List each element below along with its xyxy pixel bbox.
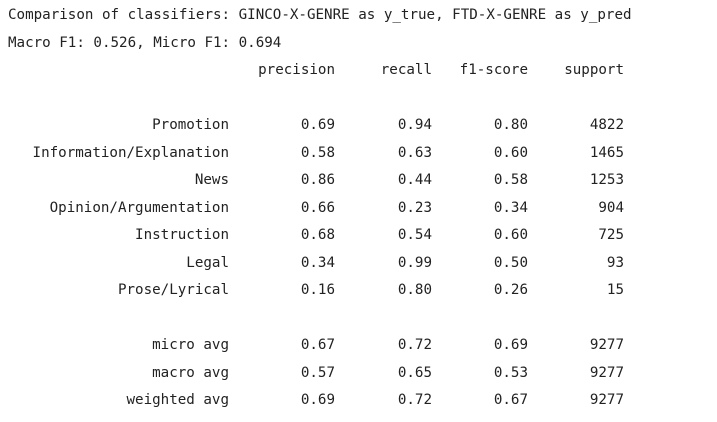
f1-value: 0.67 — [493, 392, 528, 408]
average-label: macro avg — [152, 365, 229, 381]
class-label: Instruction — [135, 227, 229, 243]
f1-value: 0.26 — [493, 282, 528, 298]
table-row: Information/Explanation 0.58 0.63 0.60 1… — [0, 143, 717, 163]
recall-value: 0.54 — [397, 227, 432, 243]
precision-value: 0.66 — [300, 200, 335, 216]
support-value: 1253 — [589, 172, 624, 188]
average-row: macro avg 0.57 0.65 0.53 9277 — [0, 363, 717, 383]
average-label: micro avg — [152, 337, 229, 353]
class-label: News — [194, 172, 229, 188]
support-value: 9277 — [589, 337, 624, 353]
support-value: 93 — [606, 255, 624, 271]
f1-value: 0.80 — [493, 117, 528, 133]
support-value: 15 — [606, 282, 624, 298]
support-value: 904 — [598, 200, 624, 216]
table-row: Opinion/Argumentation 0.66 0.23 0.34 904 — [0, 198, 717, 218]
class-label: Opinion/Argumentation — [49, 200, 229, 216]
class-label: Information/Explanation — [32, 145, 229, 161]
recall-value: 0.80 — [397, 282, 432, 298]
f1-value: 0.34 — [493, 200, 528, 216]
recall-value: 0.65 — [397, 365, 432, 381]
precision-value: 0.69 — [300, 392, 335, 408]
recall-value: 0.72 — [397, 392, 432, 408]
recall-value: 0.44 — [397, 172, 432, 188]
recall-value: 0.72 — [397, 337, 432, 353]
report-title: Comparison of classifiers: GINCO-X-GENRE… — [8, 7, 632, 23]
f1-value: 0.50 — [493, 255, 528, 271]
average-row: micro avg 0.67 0.72 0.69 9277 — [0, 335, 717, 355]
column-header-precision: precision — [258, 62, 335, 78]
class-label: Prose/Lyrical — [117, 282, 229, 298]
average-row: weighted avg 0.69 0.72 0.67 9277 — [0, 390, 717, 410]
recall-value: 0.63 — [397, 145, 432, 161]
precision-value: 0.57 — [300, 365, 335, 381]
f1-value: 0.58 — [493, 172, 528, 188]
class-label: Legal — [186, 255, 229, 271]
support-value: 725 — [598, 227, 624, 243]
average-label: weighted avg — [126, 392, 230, 408]
table-row: News 0.86 0.44 0.58 1253 — [0, 170, 717, 190]
support-value: 9277 — [589, 392, 624, 408]
precision-value: 0.67 — [300, 337, 335, 353]
column-header-support: support — [564, 62, 624, 78]
f1-value: 0.53 — [493, 365, 528, 381]
support-value: 9277 — [589, 365, 624, 381]
recall-value: 0.23 — [397, 200, 432, 216]
table-row: Legal 0.34 0.99 0.50 93 — [0, 253, 717, 273]
table-row: Promotion 0.69 0.94 0.80 4822 — [0, 115, 717, 135]
f1-summary: Macro F1: 0.526, Micro F1: 0.694 — [8, 35, 282, 51]
table-row: Prose/Lyrical 0.16 0.80 0.26 15 — [0, 280, 717, 300]
class-label: Promotion — [152, 117, 229, 133]
column-header-recall: recall — [380, 62, 432, 78]
recall-value: 0.99 — [397, 255, 432, 271]
f1-value: 0.69 — [493, 337, 528, 353]
precision-value: 0.69 — [300, 117, 335, 133]
precision-value: 0.16 — [300, 282, 335, 298]
precision-value: 0.68 — [300, 227, 335, 243]
precision-value: 0.58 — [300, 145, 335, 161]
precision-value: 0.86 — [300, 172, 335, 188]
support-value: 1465 — [589, 145, 624, 161]
precision-value: 0.34 — [300, 255, 335, 271]
f1-value: 0.60 — [493, 145, 528, 161]
report-header-row: precision recall f1-score support — [0, 60, 717, 80]
column-header-f1-score: f1-score — [459, 62, 528, 78]
f1-value: 0.60 — [493, 227, 528, 243]
table-row: Instruction 0.68 0.54 0.60 725 — [0, 225, 717, 245]
support-value: 4822 — [589, 117, 624, 133]
recall-value: 0.94 — [397, 117, 432, 133]
